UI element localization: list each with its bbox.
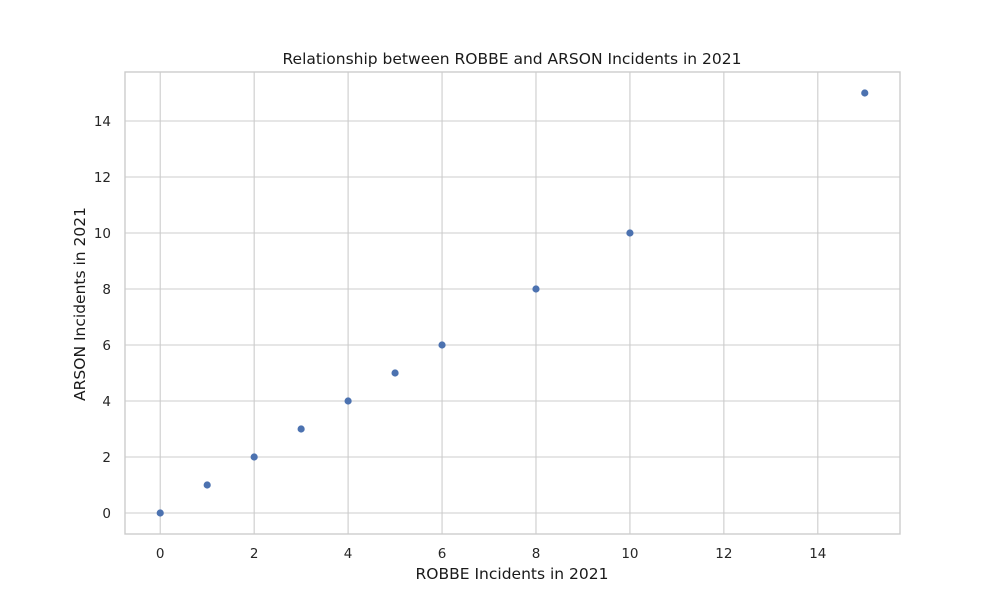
data-point — [203, 481, 211, 489]
x-axis-ticks: 0 2 4 6 8 10 12 14 — [156, 546, 826, 562]
x-axis-title: ROBBE Incidents in 2021 — [416, 565, 609, 583]
data-point — [297, 425, 305, 433]
y-tick-label: 0 — [102, 506, 111, 522]
y-axis-title: ARSON Incidents in 2021 — [71, 207, 89, 401]
x-tick-label: 4 — [344, 546, 353, 562]
data-point — [438, 341, 446, 349]
data-point — [156, 509, 164, 517]
data-point — [391, 369, 399, 377]
data-point — [250, 453, 258, 461]
data-point — [626, 229, 634, 237]
data-point — [861, 89, 869, 97]
y-axis-ticks: 0 2 4 6 8 10 12 14 — [94, 114, 111, 522]
y-tick-label: 10 — [94, 226, 111, 242]
y-tick-label: 4 — [102, 394, 111, 410]
plot-frame — [124, 71, 901, 535]
data-points — [156, 89, 869, 517]
y-tick-label: 2 — [102, 450, 111, 466]
x-tick-label: 6 — [438, 546, 447, 562]
data-point — [532, 285, 540, 293]
grid-lines — [125, 72, 900, 534]
x-tick-label: 12 — [715, 546, 732, 562]
x-tick-label: 8 — [532, 546, 541, 562]
y-tick-label: 8 — [102, 282, 111, 298]
x-tick-label: 10 — [621, 546, 638, 562]
data-point — [344, 397, 352, 405]
chart-title: Relationship between ROBBE and ARSON Inc… — [282, 50, 741, 68]
y-tick-label: 6 — [102, 338, 111, 354]
x-tick-label: 14 — [809, 546, 826, 562]
y-tick-label: 12 — [94, 170, 111, 186]
y-tick-label: 14 — [94, 114, 111, 130]
x-tick-label: 0 — [156, 546, 165, 562]
x-tick-label: 2 — [250, 546, 259, 562]
